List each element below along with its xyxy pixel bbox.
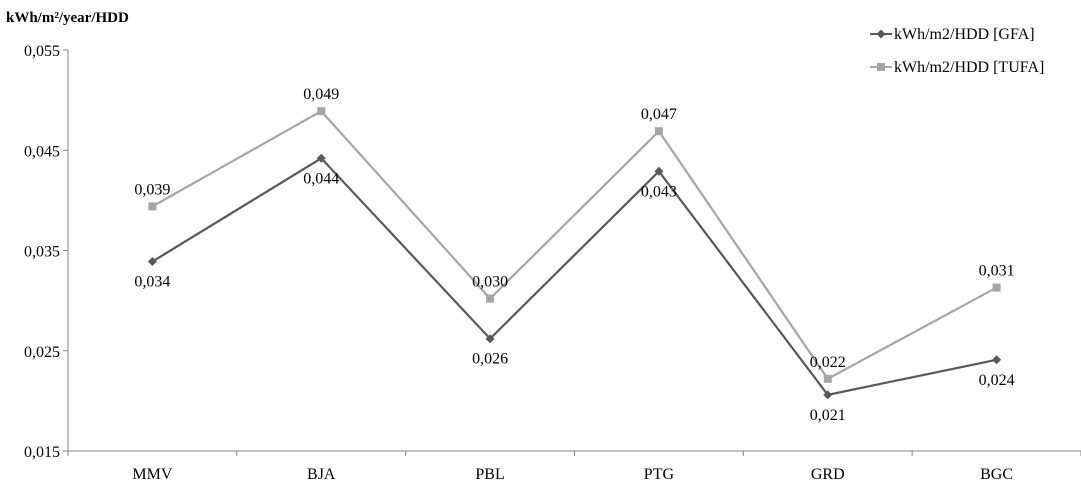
data-point-diamond [485,334,495,344]
x-tick-label: PBL [475,466,504,483]
data-point-square [317,107,326,116]
series-line [151,109,998,381]
data-label: 0,044 [303,170,339,187]
legend-label: kWh/m2/HDD [TUFA] [894,59,1044,76]
x-tick-label: BGC [980,466,1013,483]
data-label: 0,021 [810,407,846,424]
data-label: 0,031 [979,263,1015,280]
y-axis-label: kWh/m²/year/HDD [6,10,129,26]
x-tick-label: MMV [132,466,172,483]
y-tick-label: 0,035 [24,244,60,261]
data-point-square [823,374,832,383]
data-label: 0,024 [979,372,1015,389]
data-label: 0,026 [472,351,508,368]
x-tick-label: BJA [307,466,336,483]
data-point-square [992,283,1001,292]
data-point-diamond [654,166,664,176]
data-label: 0,034 [134,274,170,291]
data-point-square [148,202,157,211]
data-point-square [654,127,663,136]
data-label: 0,022 [810,354,846,371]
legend: kWh/m2/HDD [GFA] kWh/m2/HDD [TUFA] [870,26,1044,76]
y-tick-label: 0,045 [24,143,60,160]
series-layer [147,107,1002,400]
legend-label: kWh/m2/HDD [GFA] [894,26,1035,43]
data-point-diamond [823,390,833,400]
y-tick-label: 0,015 [24,444,60,461]
data-label: 0,030 [472,274,508,291]
data-labels: 0,034 0,044 0,026 0,043 0,021 0,024 0,039 0,049… [134,86,1014,424]
data-label: 0,039 [134,181,170,198]
data-label: 0,047 [641,106,677,123]
data-label: 0,043 [641,183,677,200]
axes: 0,015 0,025 0,035 0,045 0,055 MMV BJA PBL PTG GRD… [24,43,1081,483]
legend-swatch-square [877,63,885,71]
x-tick-label: PTG [644,466,675,483]
data-point-diamond [147,257,157,267]
data-point-diamond [316,153,326,163]
x-tick-label: GRD [811,466,845,483]
data-point-square [486,294,495,303]
data-label: 0,049 [303,86,339,103]
y-tick-label: 0,055 [24,43,60,60]
y-tick-label: 0,025 [24,344,60,361]
data-point-diamond [992,355,1002,365]
series-line [151,156,997,397]
legend-swatch-diamond [876,29,886,39]
